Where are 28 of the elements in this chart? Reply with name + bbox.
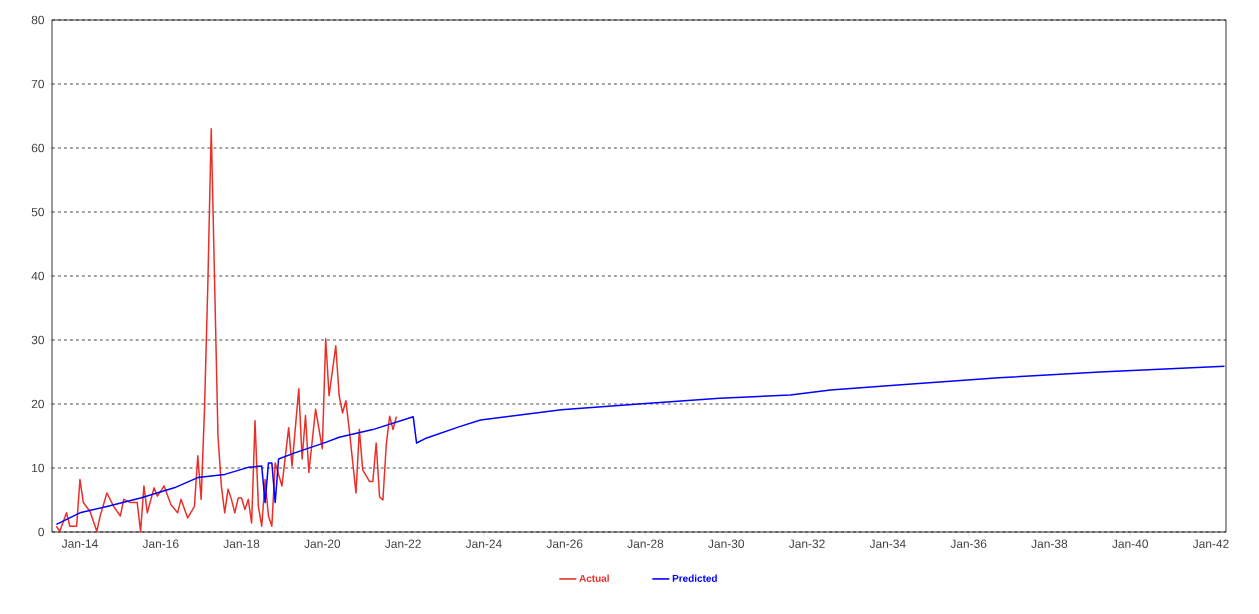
y-tick-label: 10 <box>32 463 45 473</box>
x-tick-label: Jan-16 <box>142 539 179 548</box>
y-tick-label: 80 <box>31 15 45 25</box>
x-tick-label: Jan-22 <box>385 539 421 548</box>
x-tick-label: Jan-14 <box>61 539 98 548</box>
legend-label: Predicted <box>672 574 717 582</box>
y-tick-label: 40 <box>31 271 45 281</box>
line-series <box>55 365 1226 526</box>
x-tick-label: Jan-28 <box>627 539 664 548</box>
x-tick-label: Jan-42 <box>1192 539 1229 548</box>
y-tick-label: 20 <box>31 399 45 409</box>
y-tick-label: 70 <box>31 79 45 89</box>
y-tick-label: 50 <box>31 207 45 217</box>
x-tick-label: Jan-26 <box>546 539 583 548</box>
x-tick-label: Jan-40 <box>1112 539 1148 548</box>
legend-label: Actual <box>579 574 609 582</box>
x-tick-label: Jan-24 <box>465 539 502 548</box>
x-tick-label: Jan-36 <box>950 539 987 548</box>
x-tick-label: Jan-32 <box>788 539 825 548</box>
x-tick-label: Jan-30 <box>708 539 745 548</box>
y-tick-label: 0 <box>38 527 45 537</box>
x-tick-label: Jan-18 <box>223 539 260 548</box>
line-series <box>55 128 398 532</box>
x-tick-label: Jan-38 <box>1031 539 1068 548</box>
x-tick-label: Jan-20 <box>304 539 341 548</box>
y-tick-label: 30 <box>31 335 45 345</box>
x-tick-label: Jan-34 <box>869 539 906 548</box>
y-tick-label: 60 <box>31 143 45 153</box>
